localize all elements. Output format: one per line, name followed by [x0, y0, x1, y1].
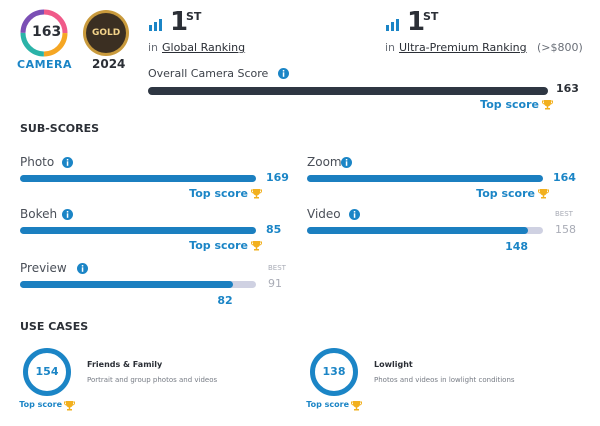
award-label: GOLD [92, 28, 121, 38]
section-title: SUB-SCORES [20, 122, 100, 135]
trophy-icon [542, 100, 553, 110]
use-case-name: Lowlight [374, 360, 413, 369]
best-score: 91 [268, 277, 282, 290]
info-icon [61, 209, 73, 220]
score-ring-stroke [310, 348, 358, 396]
use-case-desc: Portrait and group photos and videos [87, 376, 218, 384]
top-score: Top score [476, 187, 535, 200]
subscore-name: Video [307, 207, 341, 221]
rank-prefix: in [385, 41, 396, 54]
overall-score: 163 [556, 82, 579, 95]
bar-fill [20, 281, 233, 288]
info-icon [278, 68, 289, 79]
subscore-score: 82 [217, 294, 233, 307]
bar-fill [307, 227, 529, 234]
section-title: USE CASES [20, 320, 89, 333]
trophy-icon [538, 189, 549, 199]
top-score: Top score [189, 187, 248, 200]
subscore-score: 85 [266, 223, 282, 236]
camera-badge [20, 9, 68, 57]
use-case-name: Friends & Family [87, 360, 163, 369]
top-score: Top score [306, 400, 349, 409]
info-icon [76, 263, 88, 274]
subscore-name: Photo [20, 155, 55, 169]
trophy-icon [251, 189, 262, 199]
use-case-score: 154 [35, 365, 59, 378]
bar-fill [20, 175, 256, 182]
bar-fill [307, 175, 543, 182]
subscore-score: 169 [266, 171, 289, 184]
best-score: 158 [555, 223, 576, 236]
overall-top: Top score [480, 98, 539, 111]
rank-suffix: ST [186, 10, 202, 23]
rank-number: 1 [170, 7, 189, 37]
subscore-score: 148 [505, 240, 529, 253]
use-case-desc: Photos and videos in lowlight conditions [374, 376, 515, 384]
info-icon [348, 209, 360, 220]
rank-link[interactable]: Global Ranking [162, 41, 246, 54]
rank-number: 1 [407, 7, 426, 37]
subscore-score: 164 [553, 171, 576, 184]
subscore-name: Zoom [307, 155, 342, 169]
info-icon [61, 157, 73, 168]
use-case-score: 138 [322, 365, 346, 378]
trophy-icon [251, 241, 262, 251]
top-score: Top score [19, 400, 62, 409]
bar-fill [20, 227, 256, 234]
badge-score: 163 [32, 24, 62, 40]
score-ring-stroke [23, 348, 71, 396]
badge-label: CAMERA [17, 58, 73, 71]
overall-bar [148, 87, 548, 95]
best-label: BEST [268, 264, 286, 272]
rank-icon [149, 19, 163, 32]
trophy-icon [64, 401, 75, 411]
score-ring [310, 348, 358, 396]
gold-badge [83, 10, 129, 56]
best-label: BEST [555, 210, 573, 218]
subscore-name: Bokeh [20, 207, 58, 221]
rank-note: (>$800) [537, 41, 583, 54]
trophy-icon [351, 401, 362, 411]
rank-icon [386, 19, 400, 32]
top-score: Top score [189, 239, 248, 252]
info-icon [341, 157, 352, 168]
score-ring [23, 348, 71, 396]
overall-label: Overall Camera Score [148, 67, 269, 80]
subscore-name: Preview [20, 261, 67, 275]
award-year: 2024 [92, 57, 126, 71]
rank-suffix: ST [423, 10, 439, 23]
rank-link[interactable]: Ultra-Premium Ranking [399, 41, 527, 54]
rank-prefix: in [148, 41, 159, 54]
